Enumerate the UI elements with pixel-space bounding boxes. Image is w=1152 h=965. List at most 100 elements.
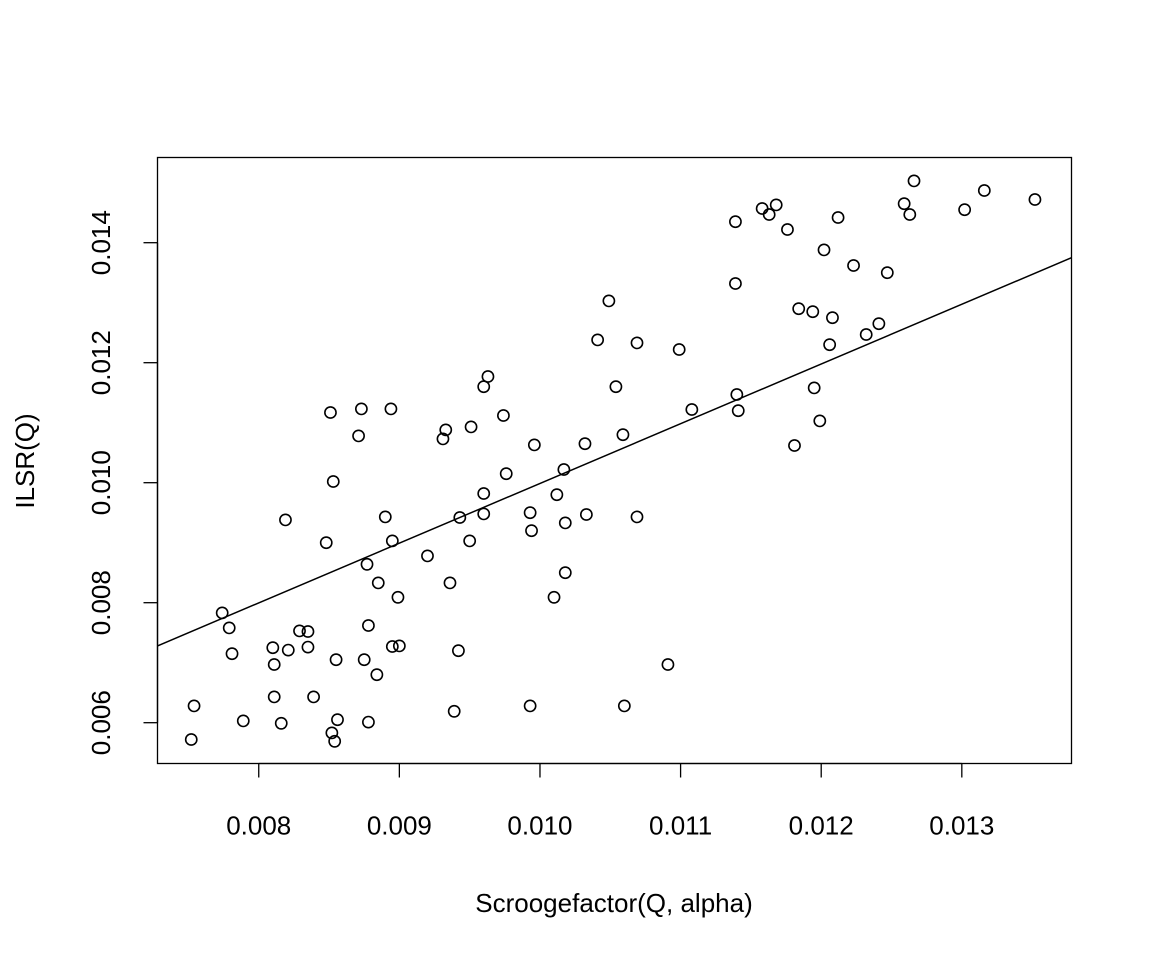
- data-point: [631, 511, 642, 522]
- data-point: [280, 514, 291, 525]
- data-point: [827, 312, 838, 323]
- data-point: [453, 645, 464, 656]
- regression-layer: [158, 258, 1072, 646]
- y-axis: 0.006 0.008 0.010 0.012 0.014: [86, 210, 158, 755]
- data-point: [789, 440, 800, 451]
- data-point: [631, 337, 642, 348]
- data-point: [269, 691, 280, 702]
- data-point: [979, 185, 990, 196]
- data-point: [373, 577, 384, 588]
- x-tick-label: 0.013: [929, 811, 994, 841]
- data-point: [361, 559, 372, 570]
- data-point: [224, 622, 235, 633]
- x-tick-label: 0.008: [226, 811, 291, 841]
- y-tick-label: 0.012: [86, 330, 116, 395]
- data-point: [478, 508, 489, 519]
- data-point: [904, 209, 915, 220]
- scatter-chart: 0.008 0.009 0.010 0.011 0.012 0.013 0.0060.00…: [0, 0, 1152, 960]
- data-point: [617, 429, 628, 440]
- data-point: [899, 198, 910, 209]
- data-point: [581, 509, 592, 520]
- data-point: [226, 648, 237, 659]
- data-point: [356, 403, 367, 414]
- data-point: [560, 517, 571, 528]
- data-point: [188, 700, 199, 711]
- data-point: [302, 642, 313, 653]
- data-point: [525, 700, 536, 711]
- data-point: [848, 260, 859, 271]
- data-point: [814, 415, 825, 426]
- data-point: [526, 525, 537, 536]
- data-point: [525, 507, 536, 518]
- data-point: [733, 405, 744, 416]
- data-point: [560, 567, 571, 578]
- data-point: [782, 224, 793, 235]
- regression-line: [158, 258, 1072, 646]
- data-point: [238, 715, 249, 726]
- data-point: [757, 203, 768, 214]
- data-point: [332, 714, 343, 725]
- data-point: [464, 535, 475, 546]
- data-point: [325, 407, 336, 418]
- y-tick-label: 0.008: [86, 570, 116, 635]
- y-axis-title: ILSR(Q): [10, 413, 40, 508]
- data-point: [422, 550, 433, 561]
- data-point: [363, 717, 374, 728]
- data-point: [328, 476, 339, 487]
- x-axis: 0.008 0.009 0.010 0.011 0.012 0.013: [226, 764, 994, 841]
- data-point: [793, 303, 804, 314]
- data-point: [603, 295, 614, 306]
- data-point: [387, 535, 398, 546]
- x-axis-title: Scroogefactor(Q, alpha): [475, 888, 752, 918]
- data-point: [269, 659, 280, 670]
- data-point: [380, 511, 391, 522]
- y-tick-label: 0.010: [86, 450, 116, 515]
- data-point: [478, 488, 489, 499]
- data-point: [1029, 194, 1040, 205]
- x-tick-label: 0.012: [789, 811, 854, 841]
- data-point: [824, 339, 835, 350]
- data-point: [686, 404, 697, 415]
- x-tick-label: 0.011: [649, 811, 712, 841]
- data-point: [832, 212, 843, 223]
- points-layer: [186, 175, 1041, 747]
- data-point: [186, 734, 197, 745]
- data-point: [529, 439, 540, 450]
- data-point: [908, 175, 919, 186]
- data-point: [861, 329, 872, 340]
- data-point: [579, 438, 590, 449]
- chart-container: 0.008 0.009 0.010 0.011 0.012 0.013 0.006 0.00…: [0, 0, 1152, 960]
- data-point: [276, 718, 287, 729]
- data-point: [674, 344, 685, 355]
- data-point: [363, 620, 374, 631]
- data-point: [482, 371, 493, 382]
- data-point: [308, 691, 319, 702]
- data-point: [449, 706, 460, 717]
- data-point: [267, 642, 278, 653]
- data-point: [610, 381, 621, 392]
- data-point: [498, 410, 509, 421]
- data-point: [809, 382, 820, 393]
- data-point: [321, 537, 332, 548]
- data-point: [392, 592, 403, 603]
- data-point: [818, 244, 829, 255]
- data-point: [551, 489, 562, 500]
- x-tick-label: 0.009: [367, 811, 432, 841]
- data-point: [764, 209, 775, 220]
- data-point: [444, 577, 455, 588]
- data-point: [730, 216, 741, 227]
- data-point: [731, 389, 742, 400]
- data-point: [283, 645, 294, 656]
- data-point: [873, 318, 884, 329]
- data-point: [771, 199, 782, 210]
- data-point: [353, 430, 364, 441]
- data-point: [730, 278, 741, 289]
- data-point: [302, 626, 313, 637]
- y-tick-label: 0.014: [86, 210, 116, 275]
- data-point: [330, 654, 341, 665]
- data-point: [371, 669, 382, 680]
- data-point: [807, 306, 818, 317]
- data-point: [548, 592, 559, 603]
- y-tick-label: 0.006: [86, 690, 116, 755]
- data-point: [662, 659, 673, 670]
